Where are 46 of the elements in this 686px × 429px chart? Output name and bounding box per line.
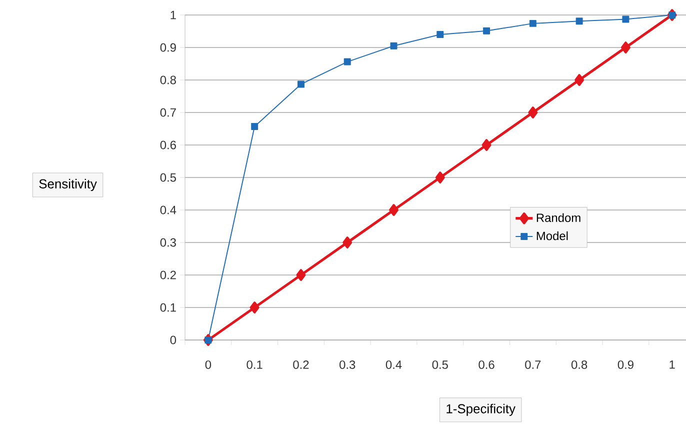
y-tick-label: 0.3 — [160, 238, 176, 247]
x-tick-label: 0.4 — [386, 360, 402, 369]
point — [251, 122, 258, 130]
y-tick-label: 0 — [170, 336, 176, 344]
point — [529, 20, 536, 27]
x-tick-label: 0.3 — [340, 360, 356, 369]
x-tick-label: 1 — [670, 360, 675, 369]
point — [250, 302, 260, 314]
x-tick-label: 0.7 — [525, 360, 541, 369]
point — [668, 12, 676, 18]
point — [576, 18, 583, 25]
point — [390, 42, 398, 50]
x-tick-label: 0 — [205, 360, 212, 369]
point — [620, 42, 630, 54]
x-tick-label: 0.9 — [618, 360, 634, 369]
point — [574, 74, 584, 86]
point — [296, 269, 306, 281]
x-tick-label: 0.2 — [293, 360, 309, 369]
y-axis-title: Sensitivity — [39, 178, 97, 192]
y-tick-label: 0.7 — [160, 108, 176, 117]
y-tick-label: 0.9 — [160, 43, 176, 52]
y-tick-label: 0.5 — [160, 173, 176, 182]
point — [297, 80, 304, 88]
point — [204, 336, 212, 344]
point — [483, 27, 490, 34]
point — [342, 236, 352, 248]
y-tick-label: 0.4 — [160, 206, 176, 214]
x-tick-label: 0.8 — [571, 360, 588, 369]
x-tick-label: 0.1 — [246, 360, 262, 369]
y-tick-label: 0.1 — [160, 303, 176, 312]
legend-label: Model — [536, 231, 568, 240]
y-tick-label: 1 — [170, 10, 176, 20]
y-tick-label: 0.6 — [160, 140, 176, 150]
y-tick-label: 0.8 — [160, 76, 176, 84]
x-tick-label: 0.5 — [432, 360, 448, 369]
point — [344, 58, 351, 66]
point — [528, 106, 538, 118]
point — [482, 139, 492, 151]
x-axis-title: 1-Specificity — [446, 404, 516, 416]
legend-label: Random — [536, 213, 580, 222]
point — [435, 172, 445, 184]
point — [436, 31, 444, 38]
point — [622, 16, 630, 23]
y-tick-label: 0.2 — [160, 270, 176, 280]
point — [389, 204, 398, 216]
x-tick-label: 0.6 — [478, 360, 494, 369]
